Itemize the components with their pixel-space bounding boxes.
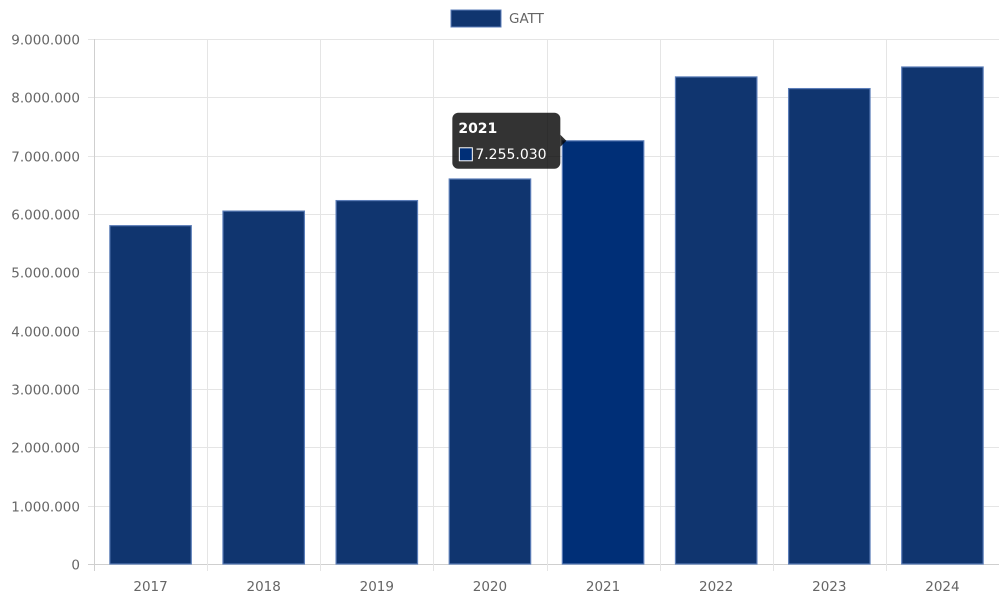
x-tick-label: 2018 — [247, 579, 281, 595]
y-tick-label: 0 — [71, 558, 80, 574]
y-tick-label: 4.000.000 — [11, 325, 80, 341]
y-tick-label: 2.000.000 — [11, 441, 80, 457]
x-tick-label: 2017 — [133, 579, 167, 595]
bar-2019[interactable] — [335, 199, 419, 565]
x-axis: 2017 2018 2019 2020 2021 2022 2023 2024 — [133, 579, 959, 595]
x-tick-label: 2020 — [473, 579, 507, 595]
tooltip-caret — [560, 134, 567, 147]
bars — [109, 66, 984, 565]
legend-label-gatt[interactable]: GATT — [509, 11, 545, 27]
bar-2017[interactable] — [109, 225, 192, 565]
y-tick-label: 7.000.000 — [11, 150, 80, 166]
y-tick-label: 9.000.000 — [11, 33, 80, 49]
x-tick-label: 2023 — [812, 579, 846, 595]
y-axis: 0 1.000.000 2.000.000 3.000.000 4.000.000 5.0… — [11, 33, 80, 574]
bar-2022[interactable] — [674, 76, 758, 565]
bar-2023[interactable] — [787, 87, 871, 565]
y-tick-label: 8.000.000 — [11, 91, 80, 107]
x-tick-label: 2024 — [925, 579, 959, 595]
y-tick-label: 5.000.000 — [11, 266, 80, 282]
x-tick-label: 2021 — [586, 579, 620, 595]
tooltip-value: 7.255.030 — [475, 147, 546, 163]
y-tick-label: 3.000.000 — [11, 383, 80, 399]
x-tick-label: 2019 — [360, 579, 394, 595]
x-tick-label: 2022 — [699, 579, 733, 595]
tooltip: 2021 7.255.030 — [452, 112, 567, 169]
bar-2024[interactable] — [901, 66, 984, 565]
tooltip-background — [452, 112, 561, 169]
legend-swatch-gatt[interactable] — [450, 9, 502, 28]
bar-2018[interactable] — [222, 210, 306, 565]
y-tick-label: 1.000.000 — [11, 500, 80, 516]
legend[interactable]: GATT — [450, 9, 545, 28]
tooltip-title: 2021 — [458, 121, 497, 137]
bar-2021[interactable] — [561, 140, 645, 565]
tooltip-swatch — [458, 147, 473, 162]
bar-2020[interactable] — [448, 178, 532, 565]
y-tick-label: 6.000.000 — [11, 208, 80, 224]
